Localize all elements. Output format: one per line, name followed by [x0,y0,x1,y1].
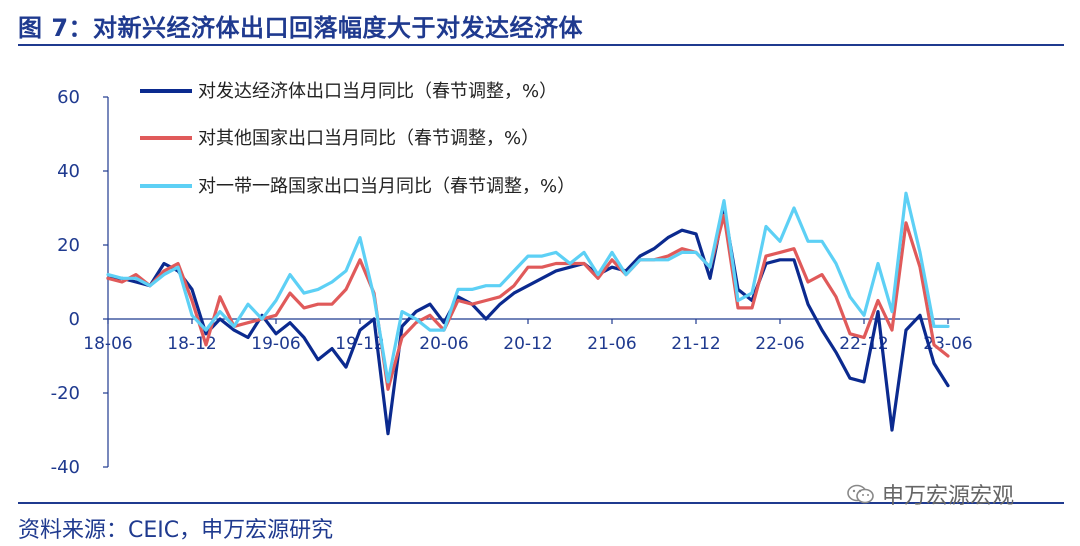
x-tick-label: 21-06 [587,334,636,354]
x-tick-label: 22-06 [755,334,804,354]
y-tick-label: -20 [51,383,80,404]
y-tick-label: 0 [69,309,80,330]
y-tick-label: -40 [51,457,80,478]
legend-label-1: 对发达经济体出口当月同比（春节调整，%） [198,81,557,102]
x-tick-label: 19-06 [251,334,300,354]
watermark-text: 申万宏源宏观 [882,484,1015,509]
x-tick-label: 23-06 [923,334,972,354]
wechat-icon [847,484,874,504]
bottom-divider [18,502,1064,504]
source-note: 资料来源：CEIC，申万宏源研究 [18,518,334,543]
x-tick-label: 21-12 [671,334,720,354]
watermark: 申万宏源宏观 [846,478,1014,510]
top-divider [18,44,1064,46]
y-tick-label: 20 [57,235,80,256]
legend: 对发达经济体出口当月同比（春节调整，%） 对其他国家出口当月同比（春节调整，%） 对… [140,81,575,197]
x-tick-label: 20-06 [419,334,468,354]
series-line-1 [106,206,950,436]
legend-label-2: 对其他国家出口当月同比（春节调整，%） [198,128,539,149]
legend-label-3: 对一带一路国家出口当月同比（春节调整，%） [198,176,575,197]
series-lines [106,191,950,436]
x-tick-label: 20-12 [503,334,552,354]
series-line-3 [106,191,950,384]
y-tick-label: 40 [57,161,80,182]
x-tick-label: 19-12 [335,334,384,354]
chart-title: 图 7：对新兴经济体出口回落幅度大于对发达经济体 [18,14,584,42]
x-tick-label: 18-06 [83,334,132,354]
y-tick-label: 60 [57,87,80,108]
series-line-2 [106,213,950,391]
x-tick-label: 22-12 [839,334,888,354]
